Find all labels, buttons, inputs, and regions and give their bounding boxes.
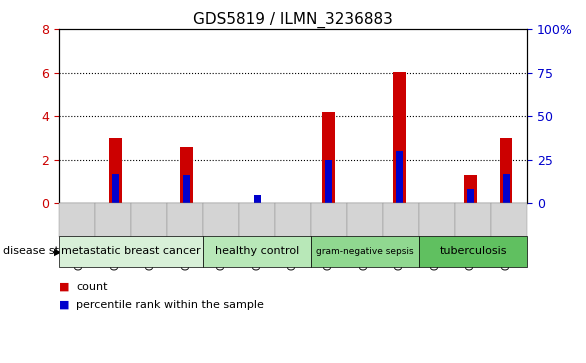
Bar <box>464 175 477 203</box>
Bar <box>112 174 119 203</box>
Bar <box>183 175 190 203</box>
Text: ▶: ▶ <box>54 246 62 256</box>
Text: gram-negative sepsis: gram-negative sepsis <box>316 247 414 256</box>
Text: ■: ■ <box>59 282 69 292</box>
Text: disease state: disease state <box>3 246 77 256</box>
Bar <box>254 195 261 203</box>
Bar <box>109 138 122 203</box>
Bar <box>500 138 512 203</box>
Text: metastatic breast cancer: metastatic breast cancer <box>61 246 200 256</box>
Text: count: count <box>76 282 108 292</box>
Bar <box>322 112 335 203</box>
Bar <box>467 189 474 203</box>
Text: tuberculosis: tuberculosis <box>440 246 507 256</box>
Bar <box>180 147 193 203</box>
Text: percentile rank within the sample: percentile rank within the sample <box>76 300 264 310</box>
Title: GDS5819 / ILMN_3236883: GDS5819 / ILMN_3236883 <box>193 12 393 28</box>
Text: ■: ■ <box>59 300 69 310</box>
Text: healthy control: healthy control <box>215 246 299 256</box>
Bar <box>503 174 509 203</box>
Bar <box>396 151 403 203</box>
Bar <box>393 72 406 203</box>
Bar <box>325 160 332 203</box>
